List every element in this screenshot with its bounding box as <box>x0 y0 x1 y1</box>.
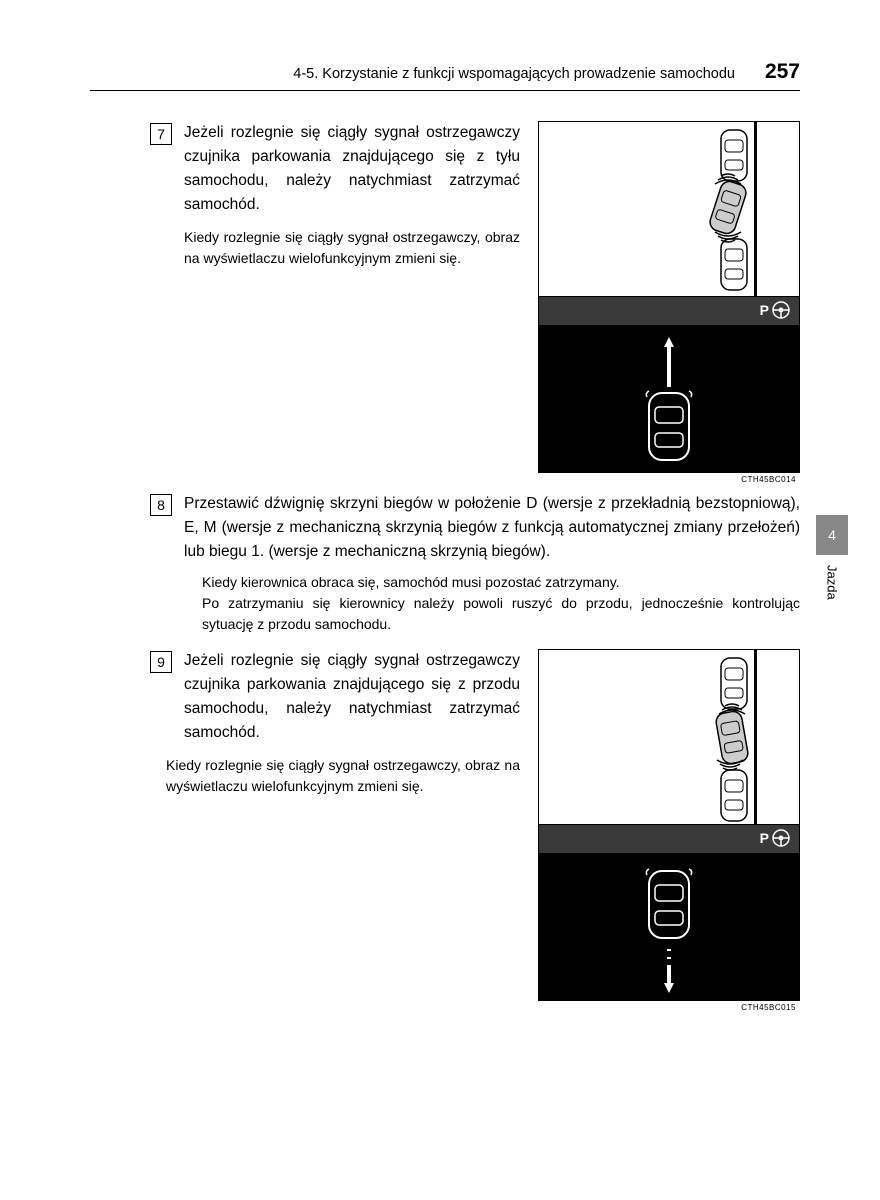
section-title: 4-5. Korzystanie z funkcji wspomagającyc… <box>90 66 765 82</box>
car-top-icon <box>645 867 693 947</box>
step-8-text: Przestawić dźwignię skrzyni biegów w poł… <box>184 492 800 564</box>
p-steering-icon: P <box>760 828 791 848</box>
chapter-label: Jazda <box>825 555 840 600</box>
sensor-waves-icon <box>715 696 749 716</box>
step-number: 8 <box>150 494 172 516</box>
display-screen-icon: P <box>539 825 799 1000</box>
step-8: 8 Przestawić dźwignię skrzyni biegów w p… <box>150 492 800 635</box>
parking-diagram-icon <box>539 122 799 297</box>
figure-code: CTH45BC015 <box>538 1001 800 1012</box>
step-7-text: Jeżeli rozlegnie się ciągły sygnał ostrz… <box>184 121 520 217</box>
figure-9: P <box>538 649 800 1001</box>
step-9-text: Jeżeli rozlegnie się ciągły sygnał ostrz… <box>184 649 520 745</box>
step-7: 7 Jeżeli rozlegnie się ciągły sygnał ost… <box>150 121 800 484</box>
step-number: 9 <box>150 651 172 673</box>
page-header: 4-5. Korzystanie z funkcji wspomagającyc… <box>90 60 800 91</box>
p-label: P <box>760 830 769 846</box>
sensor-waves-icon <box>711 166 745 186</box>
step-7-subtext: Kiedy rozlegnie się ciągły sygnał ostrze… <box>184 227 520 269</box>
figure-code: CTH45BC014 <box>538 473 800 484</box>
step-9-subtext: Kiedy rozlegnie się ciągły sygnał ostrze… <box>166 755 520 797</box>
down-arrow-icon <box>664 943 674 998</box>
chapter-tab: 4 Jazda <box>816 515 848 625</box>
step-number: 7 <box>150 123 172 145</box>
display-screen-icon: P <box>539 297 799 472</box>
up-arrow-icon <box>664 337 674 392</box>
figure-7: P <box>538 121 800 473</box>
step-8-subtext-1: Kiedy kierownica obraca się, samochód mu… <box>202 572 800 593</box>
parking-diagram-icon <box>539 650 799 825</box>
step-9: 9 Jeżeli rozlegnie się ciągły sygnał ost… <box>150 649 800 1012</box>
page-number: 257 <box>765 60 800 84</box>
p-steering-icon: P <box>760 300 791 320</box>
p-label: P <box>760 302 769 318</box>
sensor-waves-icon <box>713 758 747 778</box>
chapter-number: 4 <box>816 515 848 555</box>
sensor-waves-icon <box>711 230 745 250</box>
car-top-icon <box>645 389 693 469</box>
step-8-subtext-2: Po zatrzymaniu się kierownicy należy pow… <box>202 593 800 635</box>
